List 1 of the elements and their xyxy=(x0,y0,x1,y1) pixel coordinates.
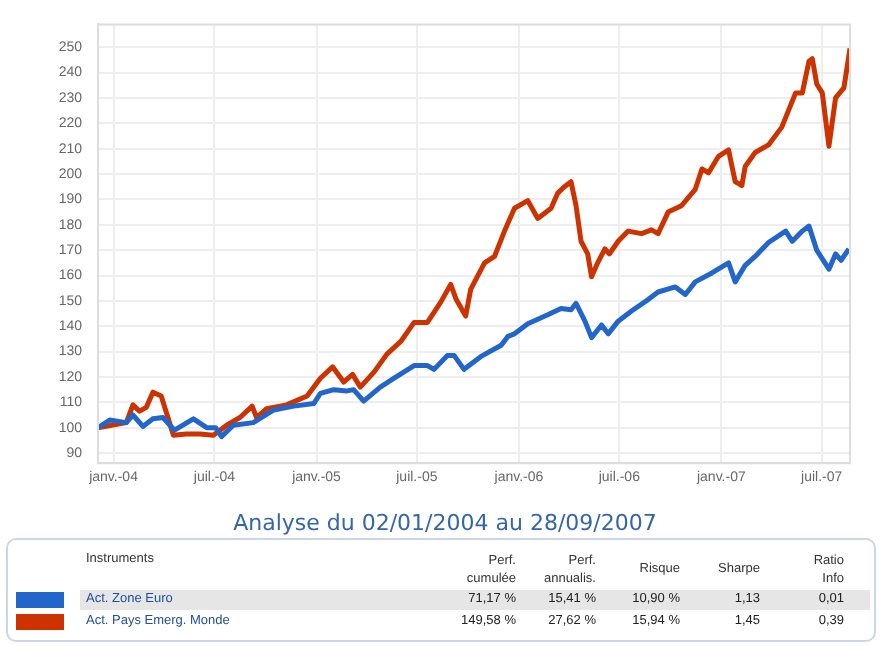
text: Analyse du 02/01/2004 au 28/09/2007 xyxy=(231,510,659,536)
